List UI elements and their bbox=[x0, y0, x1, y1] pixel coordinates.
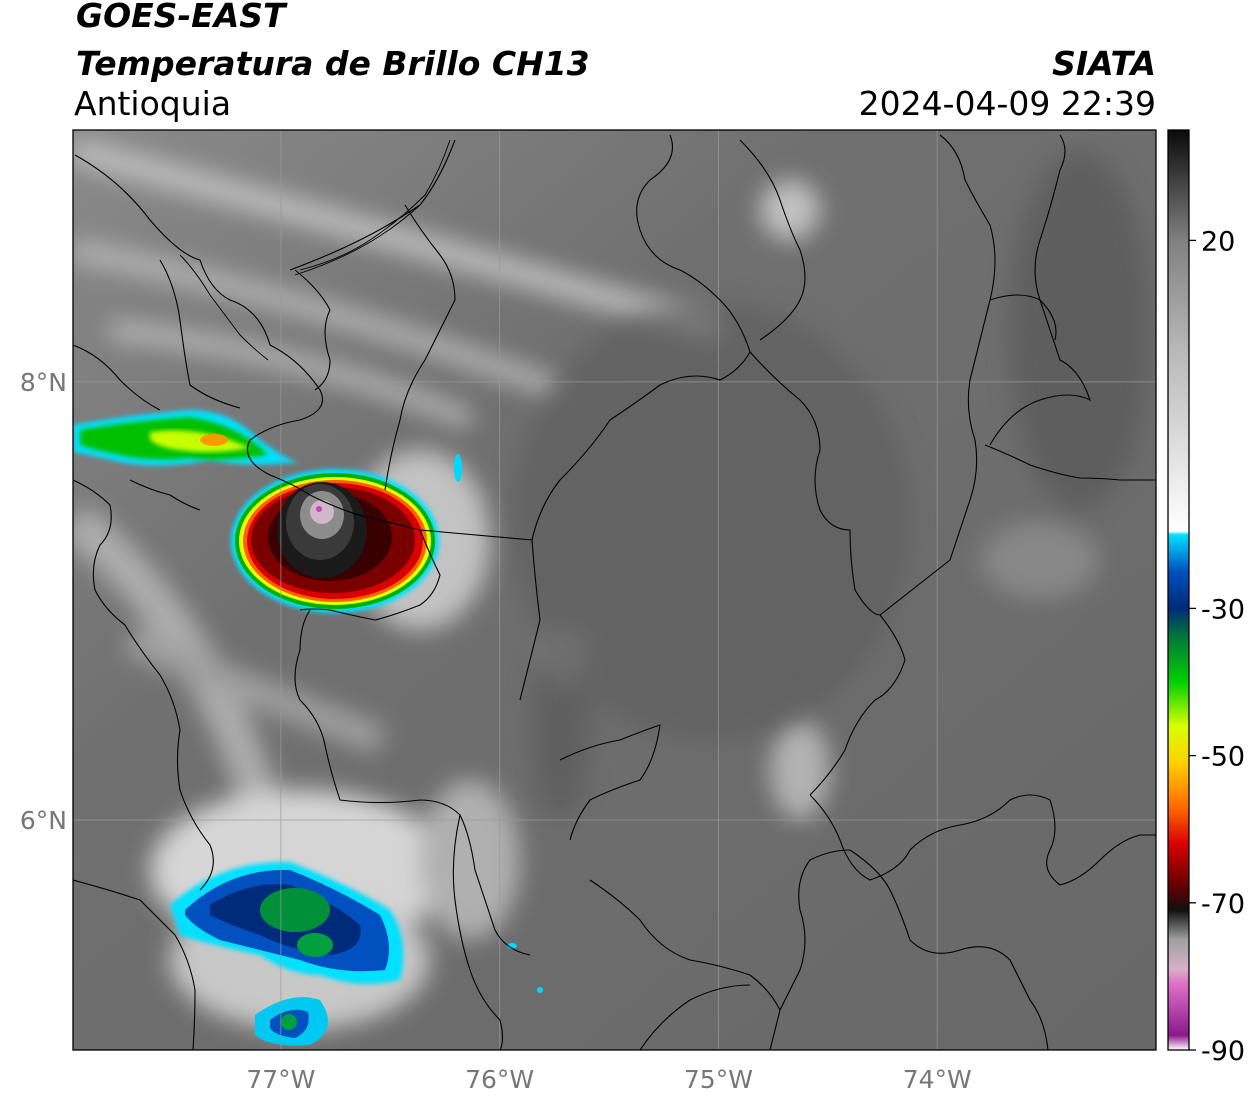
datetime-label: 2024-04-09 22:39 bbox=[858, 84, 1156, 123]
lon-tick-label: 74°W bbox=[903, 1065, 972, 1094]
satellite-title: GOES-EAST bbox=[76, 0, 286, 35]
region-subtitle: Antioquia bbox=[74, 84, 232, 123]
colorbar-tick-label: -70 bbox=[1201, 889, 1245, 920]
satellite-image bbox=[73, 130, 1156, 1050]
coastlines bbox=[179, 139, 451, 361]
lon-ticks: 77°W 76°W 75°W 74°W bbox=[246, 1065, 971, 1094]
lon-tick-label: 75°W bbox=[684, 1065, 753, 1094]
lat-ticks: 8°N 6°N bbox=[20, 368, 67, 835]
colorbar-tick-label: 20 bbox=[1201, 226, 1235, 257]
institution-label: SIATA bbox=[1052, 44, 1156, 83]
political-borders bbox=[73, 134, 1156, 1050]
colorbar-tick-label: -90 bbox=[1201, 1036, 1245, 1067]
colorbar-tick-label: -50 bbox=[1201, 742, 1245, 773]
gridlines bbox=[73, 130, 1156, 1050]
colorbar-ticks: 20 -30 -50 -70 -90 bbox=[1189, 226, 1245, 1067]
colorbar-tick-label: -30 bbox=[1201, 594, 1245, 625]
colorbar bbox=[1167, 129, 1190, 1051]
product-title: Temperatura de Brillo CH13 bbox=[76, 44, 590, 83]
map-frame bbox=[72, 129, 1157, 1051]
lat-tick-label: 6°N bbox=[20, 806, 67, 835]
lon-tick-label: 76°W bbox=[465, 1065, 534, 1094]
cloud-top-southwest bbox=[170, 861, 404, 1046]
lat-tick-label: 8°N bbox=[20, 368, 67, 397]
cloud-top-northwest bbox=[73, 410, 300, 466]
convective-core bbox=[231, 469, 439, 613]
lon-tick-label: 77°W bbox=[246, 1065, 315, 1094]
